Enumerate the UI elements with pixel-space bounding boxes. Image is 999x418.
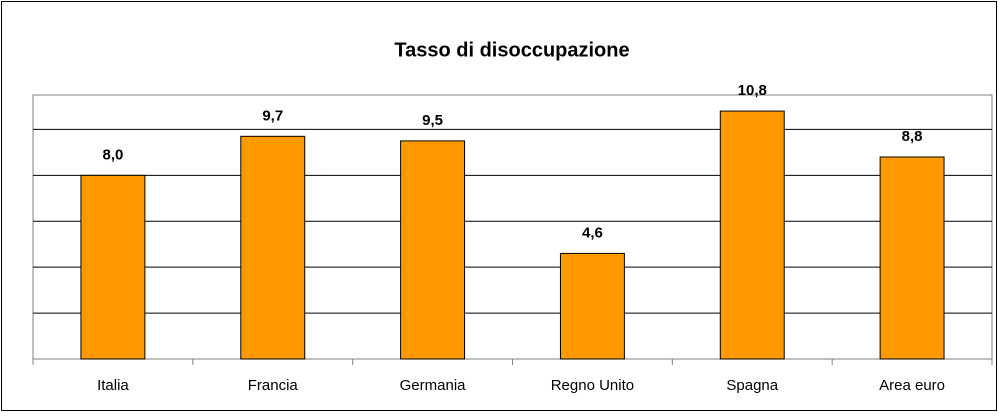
bar (80, 174, 146, 360)
x-tick-label: Area euro (879, 377, 945, 394)
bar (400, 140, 466, 360)
value-label: 9,7 (262, 107, 283, 124)
value-label: 9,5 (422, 112, 443, 129)
value-label: 8,8 (902, 128, 923, 145)
chart-frame (1, 1, 997, 411)
x-tick-label: Francia (248, 377, 299, 394)
chart-title: Tasso di disoccupazione (394, 39, 629, 61)
value-label: 4,6 (582, 224, 603, 241)
bar (719, 110, 785, 360)
value-label: 10,8 (738, 82, 767, 99)
x-tick-label: Regno Unito (551, 377, 634, 394)
x-tick-label: Spagna (726, 377, 778, 394)
bar (559, 252, 625, 360)
value-label: 8,0 (102, 146, 123, 163)
x-tick-label: Italia (97, 377, 129, 394)
bar (240, 135, 306, 360)
bar (879, 156, 945, 360)
x-tick-label: Germania (400, 377, 467, 394)
